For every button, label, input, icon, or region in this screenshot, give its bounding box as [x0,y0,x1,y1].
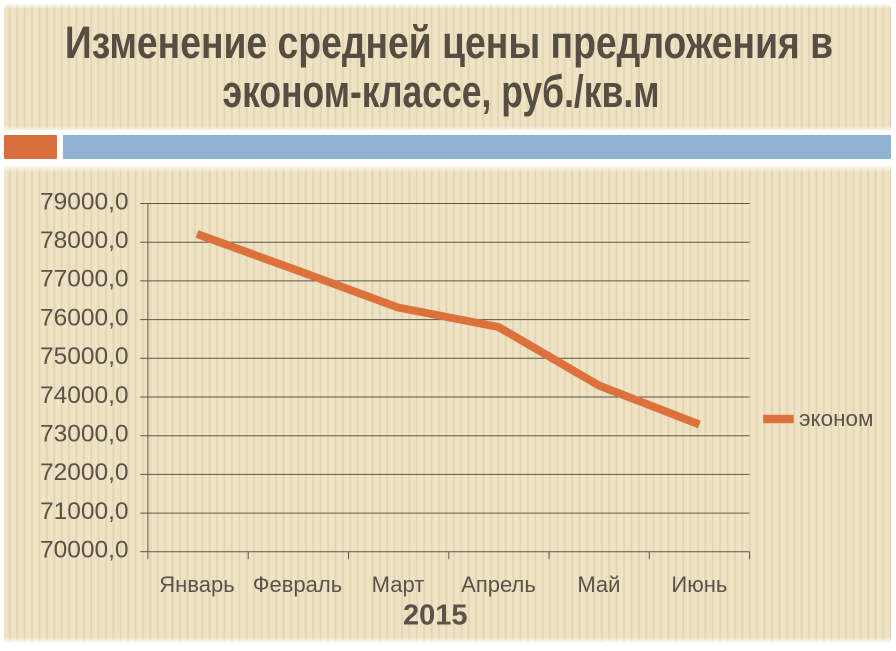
svg-text:70000,0: 70000,0 [40,537,129,564]
svg-text:76000,0: 76000,0 [40,304,129,331]
svg-text:78000,0: 78000,0 [40,227,129,254]
svg-text:Март: Март [372,572,425,597]
svg-text:77000,0: 77000,0 [40,266,129,293]
svg-text:73000,0: 73000,0 [40,421,129,448]
svg-text:эконом: эконом [799,406,874,431]
svg-text:Май: Май [577,572,620,597]
svg-text:Июнь: Июнь [671,572,727,597]
svg-text:Январь: Январь [159,572,234,597]
svg-text:Апрель: Апрель [461,572,536,597]
svg-text:79000,0: 79000,0 [40,188,129,215]
svg-text:2015: 2015 [403,600,468,632]
svg-text:Февраль: Февраль [253,572,342,597]
svg-text:75000,0: 75000,0 [40,343,129,370]
svg-text:74000,0: 74000,0 [40,382,129,409]
svg-text:71000,0: 71000,0 [40,498,129,525]
svg-text:72000,0: 72000,0 [40,459,129,486]
